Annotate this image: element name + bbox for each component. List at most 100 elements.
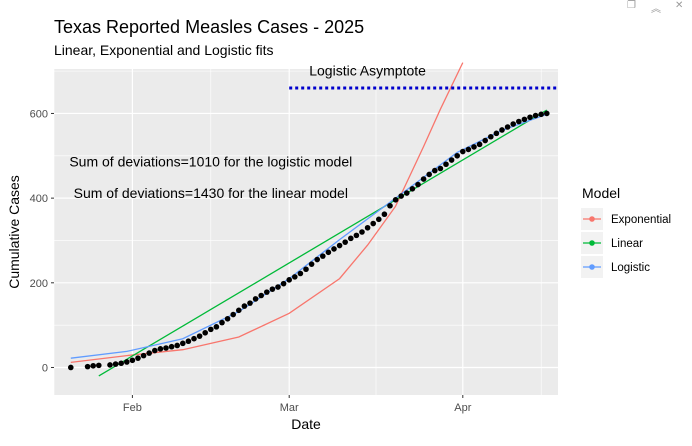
data-point xyxy=(482,137,489,144)
data-point xyxy=(303,266,309,273)
data-point xyxy=(387,202,393,209)
data-point xyxy=(236,307,242,314)
data-point xyxy=(325,249,332,256)
x-tick-label: Feb xyxy=(123,402,142,414)
series-line-logistic xyxy=(70,113,548,359)
annotations: Logistic Asymptote Sum of deviations=1010… xyxy=(69,62,426,201)
data-point xyxy=(202,329,208,336)
data-point xyxy=(247,300,253,306)
grid-lines xyxy=(53,69,558,395)
data-point xyxy=(426,171,433,178)
data-point xyxy=(376,216,382,223)
data-point xyxy=(415,181,421,188)
data-point xyxy=(140,352,147,359)
data-point xyxy=(527,114,533,121)
data-point xyxy=(163,345,169,351)
legend-key-point xyxy=(589,264,595,270)
data-point xyxy=(308,261,315,267)
data-point xyxy=(168,343,175,350)
data-point xyxy=(420,176,427,182)
data-point xyxy=(129,357,136,364)
chart-subtitle: Linear, Exponential and Logistic fits xyxy=(54,42,273,58)
data-point xyxy=(448,157,455,163)
data-point xyxy=(230,311,236,318)
data-point xyxy=(544,110,550,117)
legend-title: Model xyxy=(582,185,620,201)
data-point xyxy=(471,144,477,150)
data-point xyxy=(342,239,349,245)
data-point xyxy=(269,286,276,292)
data-point xyxy=(398,193,405,199)
data-point xyxy=(521,116,528,123)
data-point xyxy=(364,224,371,231)
data-point xyxy=(370,220,377,227)
data-point xyxy=(359,229,365,235)
fit-lines xyxy=(70,62,548,377)
data-point xyxy=(516,118,522,125)
data-point xyxy=(292,274,298,280)
data-point xyxy=(465,146,472,153)
data-point xyxy=(146,350,152,356)
legend-label: Exponential xyxy=(611,214,671,226)
close-icon[interactable]: ✕ xyxy=(675,0,684,11)
data-point xyxy=(404,190,410,196)
legend-label: Logistic xyxy=(611,262,650,274)
data-point xyxy=(219,319,225,326)
data-point xyxy=(157,346,164,352)
data-point xyxy=(432,167,438,174)
data-point xyxy=(532,112,539,119)
data-point xyxy=(331,246,337,252)
data-point xyxy=(185,338,192,345)
data-point xyxy=(180,340,186,347)
data-point xyxy=(224,315,231,322)
data-point xyxy=(264,289,270,295)
legend: Model Exponential Linear Logistic xyxy=(581,185,671,278)
data-point xyxy=(196,333,203,339)
data-point xyxy=(258,292,265,299)
data-point xyxy=(510,121,516,127)
x-axis-label: Date xyxy=(291,416,321,432)
y-tick-label: 600 xyxy=(30,108,48,120)
data-point xyxy=(336,242,343,249)
restore-icon[interactable]: ❐ xyxy=(627,0,636,11)
y-axis-label: Cumulative Cases xyxy=(6,175,22,289)
annotation-text: Sum of deviations=1010 for the logistic … xyxy=(69,153,352,169)
data-point xyxy=(493,130,500,137)
legend-key-point xyxy=(589,240,595,246)
data-point xyxy=(112,361,119,367)
data-point xyxy=(443,161,449,168)
data-point xyxy=(191,335,197,342)
data-point xyxy=(320,253,326,259)
data-point xyxy=(454,152,461,159)
data-point xyxy=(460,148,466,155)
data-point xyxy=(314,256,321,263)
annotation-text: Logistic Asymptote xyxy=(309,62,426,78)
data-point xyxy=(504,124,511,130)
data-point xyxy=(90,362,96,369)
data-point xyxy=(124,359,130,365)
data-point xyxy=(152,347,158,354)
y-tick-label: 200 xyxy=(30,278,48,290)
series-line-exponential xyxy=(70,62,464,364)
data-point xyxy=(437,165,444,172)
annotation-text: Sum of deviations=1430 for the linear mo… xyxy=(74,185,348,201)
y-tick-label: 0 xyxy=(42,362,48,374)
data-point xyxy=(135,355,141,361)
data-point xyxy=(381,211,388,218)
data-point xyxy=(84,363,91,370)
data-point xyxy=(213,324,220,330)
data-point xyxy=(488,133,494,140)
data-point xyxy=(476,141,483,148)
data-point xyxy=(107,362,113,368)
series-line-linear xyxy=(98,109,548,377)
data-point xyxy=(118,360,124,367)
legend-key-point xyxy=(589,216,595,222)
plot-panel xyxy=(54,69,558,395)
collapse-icon[interactable]: ︽ xyxy=(651,4,661,15)
data-point xyxy=(538,111,544,118)
data-point xyxy=(174,342,180,349)
x-tick-label: Apr xyxy=(454,402,471,414)
data-point xyxy=(208,326,214,333)
x-tick-label: Mar xyxy=(280,402,299,414)
data-point xyxy=(348,235,354,242)
